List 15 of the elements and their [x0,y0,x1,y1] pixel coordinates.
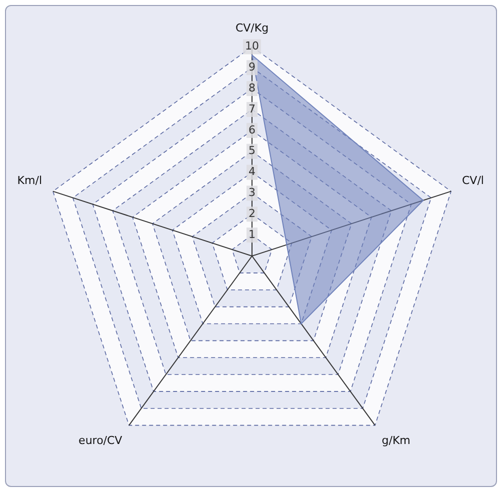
y-tick-label: 10 [245,40,259,53]
spoke-label: g/Km [382,434,410,448]
y-tick-label: 7 [248,102,256,116]
spoke-label: CV/Kg [235,21,269,34]
spoke-label: CV/l [462,174,484,188]
y-tick-label: 4 [248,165,256,178]
y-tick-label: 1 [248,228,256,241]
spoke-label: euro/CV [78,434,123,448]
y-tick-label: 9 [248,60,256,74]
y-tick-label: 5 [248,144,256,158]
y-tick-label: 3 [248,186,256,200]
y-tick-label: 6 [248,123,256,136]
y-tick-label: 8 [248,81,256,94]
y-tick-label: 2 [248,207,256,220]
spoke-label: Km/l [17,174,42,188]
